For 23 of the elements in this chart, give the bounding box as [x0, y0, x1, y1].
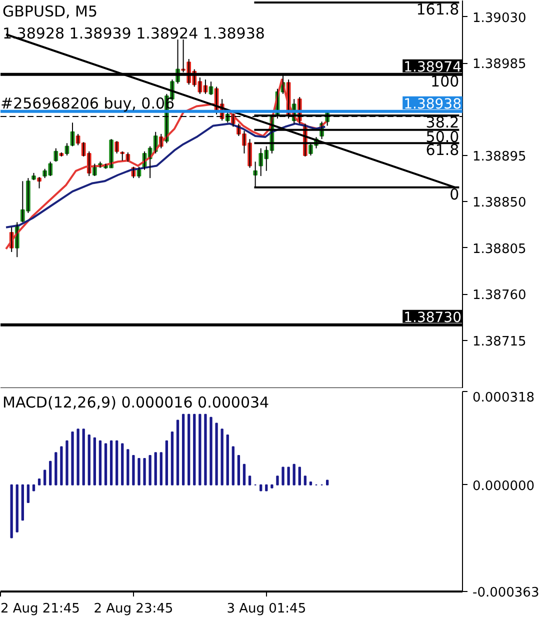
- y-tick-label: 1.38805: [472, 242, 526, 257]
- x-tick-label: 2 Aug 23:45: [94, 602, 174, 616]
- text: 1.38928 1.38939 1.38924 1.38938: [2, 24, 265, 42]
- y-tick-label: 0.000000: [472, 478, 535, 494]
- y-tick-label: 1.38715: [472, 334, 526, 350]
- y-tick-label: -0.000363: [472, 586, 540, 600]
- annotation: 161.8: [416, 0, 460, 19]
- ref-line-label: 1.38730: [404, 310, 462, 326]
- y-tick-label: 1.39030: [472, 10, 526, 26]
- annotation: 61.8: [426, 141, 460, 160]
- annotation: 0: [450, 185, 460, 204]
- y-tick-label: 1.38850: [472, 196, 526, 211]
- y-tick-label: 1.38895: [472, 149, 526, 164]
- y-tick-label: 0.000318: [472, 390, 535, 406]
- x-tick-label: 3 Aug 01:45: [226, 602, 306, 616]
- chart-title: MACD(12,26,9) 0.000016 0.000034: [2, 394, 270, 412]
- annotation: 38.2: [426, 113, 460, 132]
- chart-title: GBPUSD, M5: [2, 2, 98, 20]
- ref-line-label: 1.38938: [404, 96, 462, 112]
- y-tick-label: 1.38760: [472, 288, 526, 304]
- ref-line-label: 1.38974: [404, 59, 462, 76]
- x-tick-label: 2 Aug 21:45: [0, 602, 80, 616]
- y-tick-label: 1.38985: [472, 57, 526, 72]
